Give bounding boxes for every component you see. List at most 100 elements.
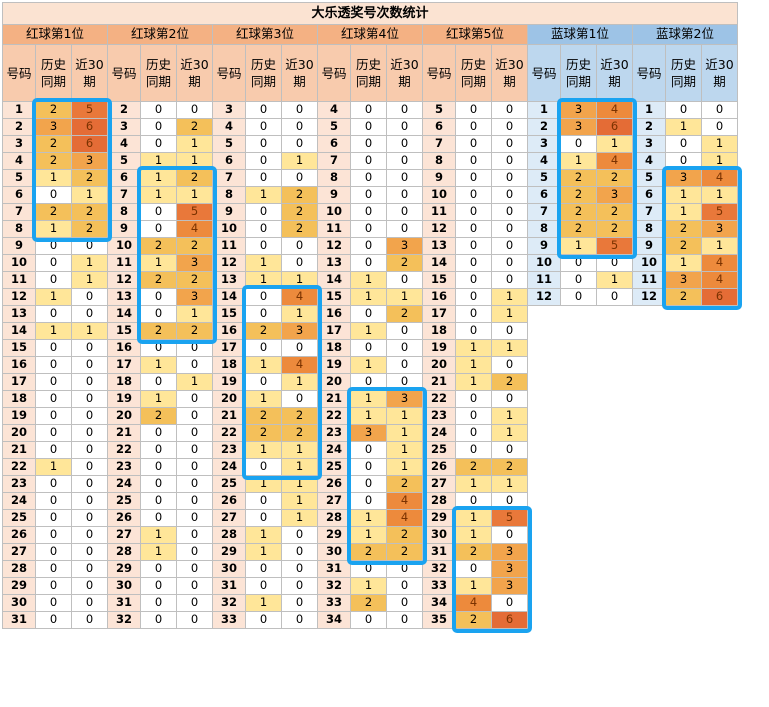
empty-cell	[527, 390, 561, 408]
recent30-count: 0	[281, 254, 318, 272]
history-count: 0	[350, 475, 387, 493]
recent30-count: 1	[281, 458, 318, 476]
ball-number: 28	[422, 492, 456, 510]
history-count: 0	[665, 152, 702, 170]
ball-number: 24	[422, 424, 456, 442]
recent30-count: 2	[491, 458, 528, 476]
recent30-count: 0	[176, 339, 213, 357]
ball-number: 14	[2, 322, 36, 340]
ball-number: 8	[632, 220, 666, 238]
ball-number: 26	[107, 509, 141, 527]
history-count: 2	[35, 152, 72, 170]
ball-number: 11	[632, 271, 666, 289]
recent30-count: 0	[491, 492, 528, 510]
ball-number: 28	[212, 526, 246, 544]
ball-number: 15	[422, 271, 456, 289]
recent30-count: 0	[71, 356, 108, 374]
history-count: 0	[35, 186, 72, 204]
history-count: 1	[665, 186, 702, 204]
history-count: 0	[455, 101, 492, 119]
ball-number: 9	[2, 237, 36, 255]
history-count: 0	[140, 373, 177, 391]
ball-number: 15	[107, 322, 141, 340]
recent30-count: 1	[701, 186, 738, 204]
ball-number: 28	[107, 543, 141, 561]
recent30-count: 0	[71, 305, 108, 323]
history-count: 1	[455, 339, 492, 357]
history-count: 1	[245, 594, 282, 612]
recent30-count: 0	[491, 118, 528, 136]
recent30-count: 0	[176, 526, 213, 544]
empty-cell	[665, 577, 702, 595]
ball-number: 9	[317, 186, 351, 204]
recent30-count: 0	[71, 424, 108, 442]
recent30-count: 2	[281, 203, 318, 221]
recent30-count: 0	[176, 390, 213, 408]
ball-number: 33	[317, 594, 351, 612]
recent30-count: 0	[281, 339, 318, 357]
recent30-count: 0	[71, 237, 108, 255]
ball-number: 25	[107, 492, 141, 510]
history-count: 2	[455, 543, 492, 561]
ball-number: 31	[212, 577, 246, 595]
empty-cell	[560, 577, 597, 595]
empty-cell	[596, 560, 633, 578]
recent30-count: 0	[71, 458, 108, 476]
history-count: 0	[35, 390, 72, 408]
empty-cell	[596, 543, 633, 561]
ball-number: 29	[2, 577, 36, 595]
empty-cell	[701, 611, 738, 629]
empty-cell	[527, 543, 561, 561]
recent30-count: 2	[176, 169, 213, 187]
ball-number: 16	[2, 356, 36, 374]
recent30-count: 1	[491, 475, 528, 493]
ball-number: 9	[212, 203, 246, 221]
ball-number: 6	[527, 186, 561, 204]
empty-cell	[665, 475, 702, 493]
history-count: 0	[140, 441, 177, 459]
empty-cell	[527, 441, 561, 459]
empty-cell	[701, 577, 738, 595]
ball-number: 11	[2, 271, 36, 289]
ball-number: 10	[527, 254, 561, 272]
history-count: 2	[665, 220, 702, 238]
ball-number: 30	[317, 543, 351, 561]
history-count: 1	[245, 356, 282, 374]
history-count: 1	[455, 526, 492, 544]
recent30-count: 4	[281, 356, 318, 374]
ball-number: 26	[212, 492, 246, 510]
ball-number: 31	[2, 611, 36, 629]
recent30-count: 0	[71, 390, 108, 408]
recent30-count: 0	[176, 458, 213, 476]
recent30-count: 0	[176, 509, 213, 527]
recent30-count: 0	[491, 356, 528, 374]
recent30-count: 0	[386, 594, 423, 612]
history-count: 3	[35, 118, 72, 136]
history-count: 0	[140, 458, 177, 476]
history-count: 0	[350, 135, 387, 153]
ball-number: 7	[527, 203, 561, 221]
ball-number: 13	[107, 288, 141, 306]
ball-number: 5	[632, 169, 666, 187]
history-count: 0	[140, 560, 177, 578]
history-count: 0	[140, 475, 177, 493]
history-column-header: 历史 同期	[665, 44, 702, 102]
recent30-count: 3	[71, 152, 108, 170]
ball-number: 22	[422, 390, 456, 408]
recent30-count: 1	[281, 152, 318, 170]
ball-number: 10	[422, 186, 456, 204]
history-count: 1	[245, 390, 282, 408]
ball-number: 14	[212, 288, 246, 306]
recent30-count: 1	[386, 288, 423, 306]
recent30-count: 1	[491, 305, 528, 323]
recent30-count: 0	[71, 543, 108, 561]
history-count: 1	[35, 220, 72, 238]
recent30-count: 0	[701, 118, 738, 136]
recent30-count: 1	[176, 152, 213, 170]
empty-cell	[665, 356, 702, 374]
history-count: 0	[245, 237, 282, 255]
number-column-header: 号码	[632, 44, 666, 102]
history-count: 0	[350, 254, 387, 272]
ball-number: 20	[212, 390, 246, 408]
ball-number: 2	[527, 118, 561, 136]
